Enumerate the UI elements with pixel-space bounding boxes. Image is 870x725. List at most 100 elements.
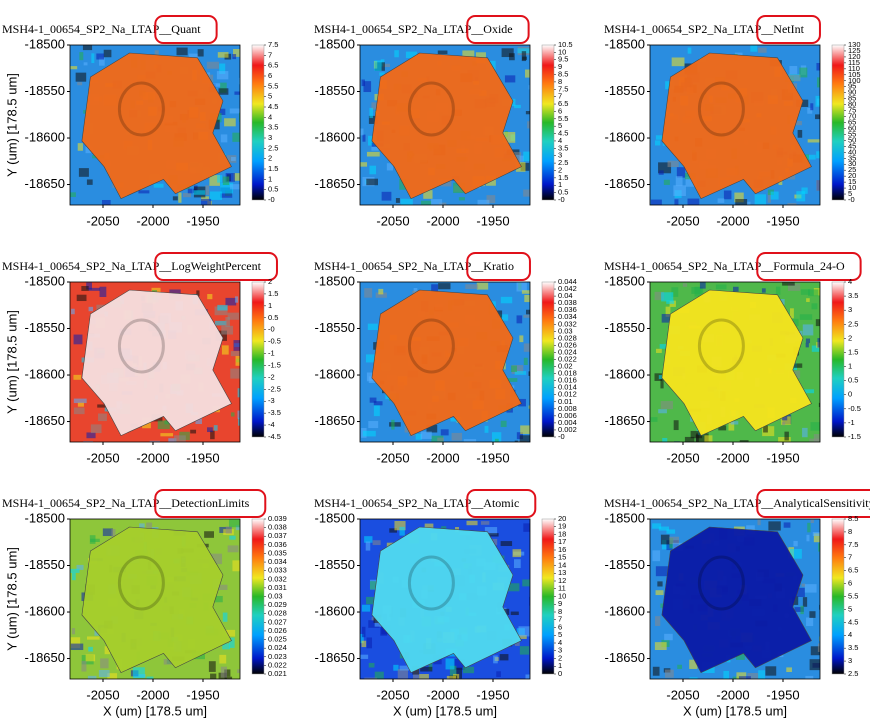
- map-frame: [69, 44, 241, 206]
- colorbar-tick-label: 0.034: [558, 312, 577, 321]
- suffix-highlight: [466, 252, 531, 281]
- colorbar-tick-label: 120: [848, 52, 861, 61]
- panel-title: MSH4-1_00654_SP2_Na_LTAP: [314, 22, 472, 36]
- colorbar-tick-label: -0: [558, 195, 565, 204]
- map-speckle: [477, 199, 490, 205]
- x-tick-label: -2000: [716, 450, 749, 465]
- y-tick-label: -18600: [315, 603, 355, 618]
- map-speckle: [207, 427, 213, 433]
- map-speckle: [652, 666, 660, 676]
- colorbar-tick-label: 6: [268, 71, 272, 80]
- map-speckle: [659, 344, 669, 349]
- panel-title-suffix: __Atomic: [470, 496, 519, 510]
- map-speckle: [723, 670, 729, 679]
- map-speckle: [490, 538, 498, 546]
- y-tick-label: -18500: [315, 510, 355, 525]
- map-speckle: [800, 605, 804, 615]
- map-speckle: [789, 548, 802, 559]
- panel-title: MSH4-1_00654_SP2_Na_LTAP: [604, 22, 762, 36]
- map-speckle: [523, 151, 530, 162]
- colorbar-tick-label: 7: [848, 553, 852, 562]
- map-speckle: [209, 191, 222, 200]
- colorbar-tick-label: 5: [268, 92, 272, 101]
- map-speckle: [677, 664, 683, 669]
- map-speckle: [238, 112, 240, 122]
- map-speckle: [86, 432, 96, 439]
- y-tick-label: -18600: [25, 366, 65, 381]
- map-speckle: [528, 85, 530, 90]
- map-speckle: [682, 283, 688, 287]
- map-speckle: [368, 421, 379, 429]
- map-speckle: [509, 53, 515, 61]
- colorbar-tick-label: 60: [848, 123, 856, 132]
- map-speckle: [146, 676, 154, 679]
- map-speckle: [801, 187, 808, 194]
- map-speckle: [217, 52, 229, 58]
- map-speckle: [794, 607, 804, 612]
- colorbar-tick-label: 75: [848, 106, 856, 115]
- x-tick-label: -1950: [766, 450, 799, 465]
- map-speckle: [360, 654, 369, 659]
- colorbar-tick-label: 15: [848, 177, 856, 186]
- map-speckle: [669, 536, 680, 545]
- colorbar-tick-label: 6.5: [848, 566, 858, 575]
- map-frame: [359, 281, 531, 443]
- map-speckle: [480, 521, 490, 525]
- map-speckle: [237, 388, 240, 398]
- map-speckle: [507, 583, 520, 592]
- map-speckle: [232, 54, 237, 60]
- map-speckle: [235, 525, 240, 531]
- map-speckle: [787, 74, 801, 82]
- map-speckle: [374, 671, 384, 679]
- colorbar-tick-label: 7.5: [268, 40, 278, 49]
- y-tick-label: -18650: [25, 650, 65, 665]
- map-speckle: [227, 545, 239, 553]
- panel-title-suffix: __DetectionLimits: [158, 496, 249, 510]
- map-speckle: [690, 430, 703, 439]
- map-speckle: [673, 185, 686, 196]
- map-frame: [649, 518, 821, 680]
- map-speckle: [420, 200, 432, 205]
- map-speckle: [517, 48, 530, 54]
- map-speckle: [365, 354, 379, 363]
- x-tick-label: -1950: [476, 213, 509, 228]
- map-speckle: [367, 323, 378, 330]
- map-speckle: [514, 641, 520, 646]
- map: [360, 282, 530, 442]
- map-speckle: [239, 80, 240, 85]
- map-speckle: [438, 283, 451, 290]
- map-speckle: [735, 199, 748, 205]
- map: [650, 282, 820, 442]
- map-speckle: [227, 312, 239, 320]
- map-speckle: [362, 134, 366, 142]
- colorbar-tick-label: 0.5: [558, 188, 568, 197]
- map-speckle: [219, 63, 226, 74]
- map-speckle: [523, 523, 530, 532]
- map-speckle: [96, 53, 105, 60]
- map-speckle: [815, 95, 820, 107]
- colorbar-tick-label: 0.03: [268, 591, 283, 600]
- map-speckle: [466, 520, 478, 526]
- map-speckle: [666, 529, 676, 534]
- colorbar-tick-label: 2.5: [848, 319, 858, 328]
- map-speckle: [222, 643, 230, 650]
- colorbar-tick-label: 3.5: [268, 123, 278, 132]
- colorbar-tick-label: 0.5: [268, 185, 278, 194]
- y-tick-label: -18500: [605, 273, 645, 288]
- map-speckle: [430, 199, 443, 205]
- panel-title: MSH4-1_00654_SP2_Na_LTAP: [2, 22, 160, 36]
- map-speckle: [652, 550, 661, 562]
- map-speckle: [83, 441, 94, 442]
- colorbar-tick-label: 35: [848, 153, 856, 162]
- colorbar-tick-label: 0.044: [558, 277, 577, 286]
- colorbar-tick-label: -0: [268, 195, 275, 204]
- y-tick-label: -18550: [605, 320, 645, 335]
- colorbar-tick-label: 10.5: [558, 40, 573, 49]
- colorbar-tick-label: 5: [558, 121, 562, 130]
- map-speckle: [225, 317, 230, 327]
- map-speckle: [529, 596, 530, 606]
- map-speckle: [219, 82, 227, 93]
- map-speckle: [79, 52, 84, 61]
- map-speckle: [360, 162, 368, 167]
- map-speckle: [655, 590, 664, 596]
